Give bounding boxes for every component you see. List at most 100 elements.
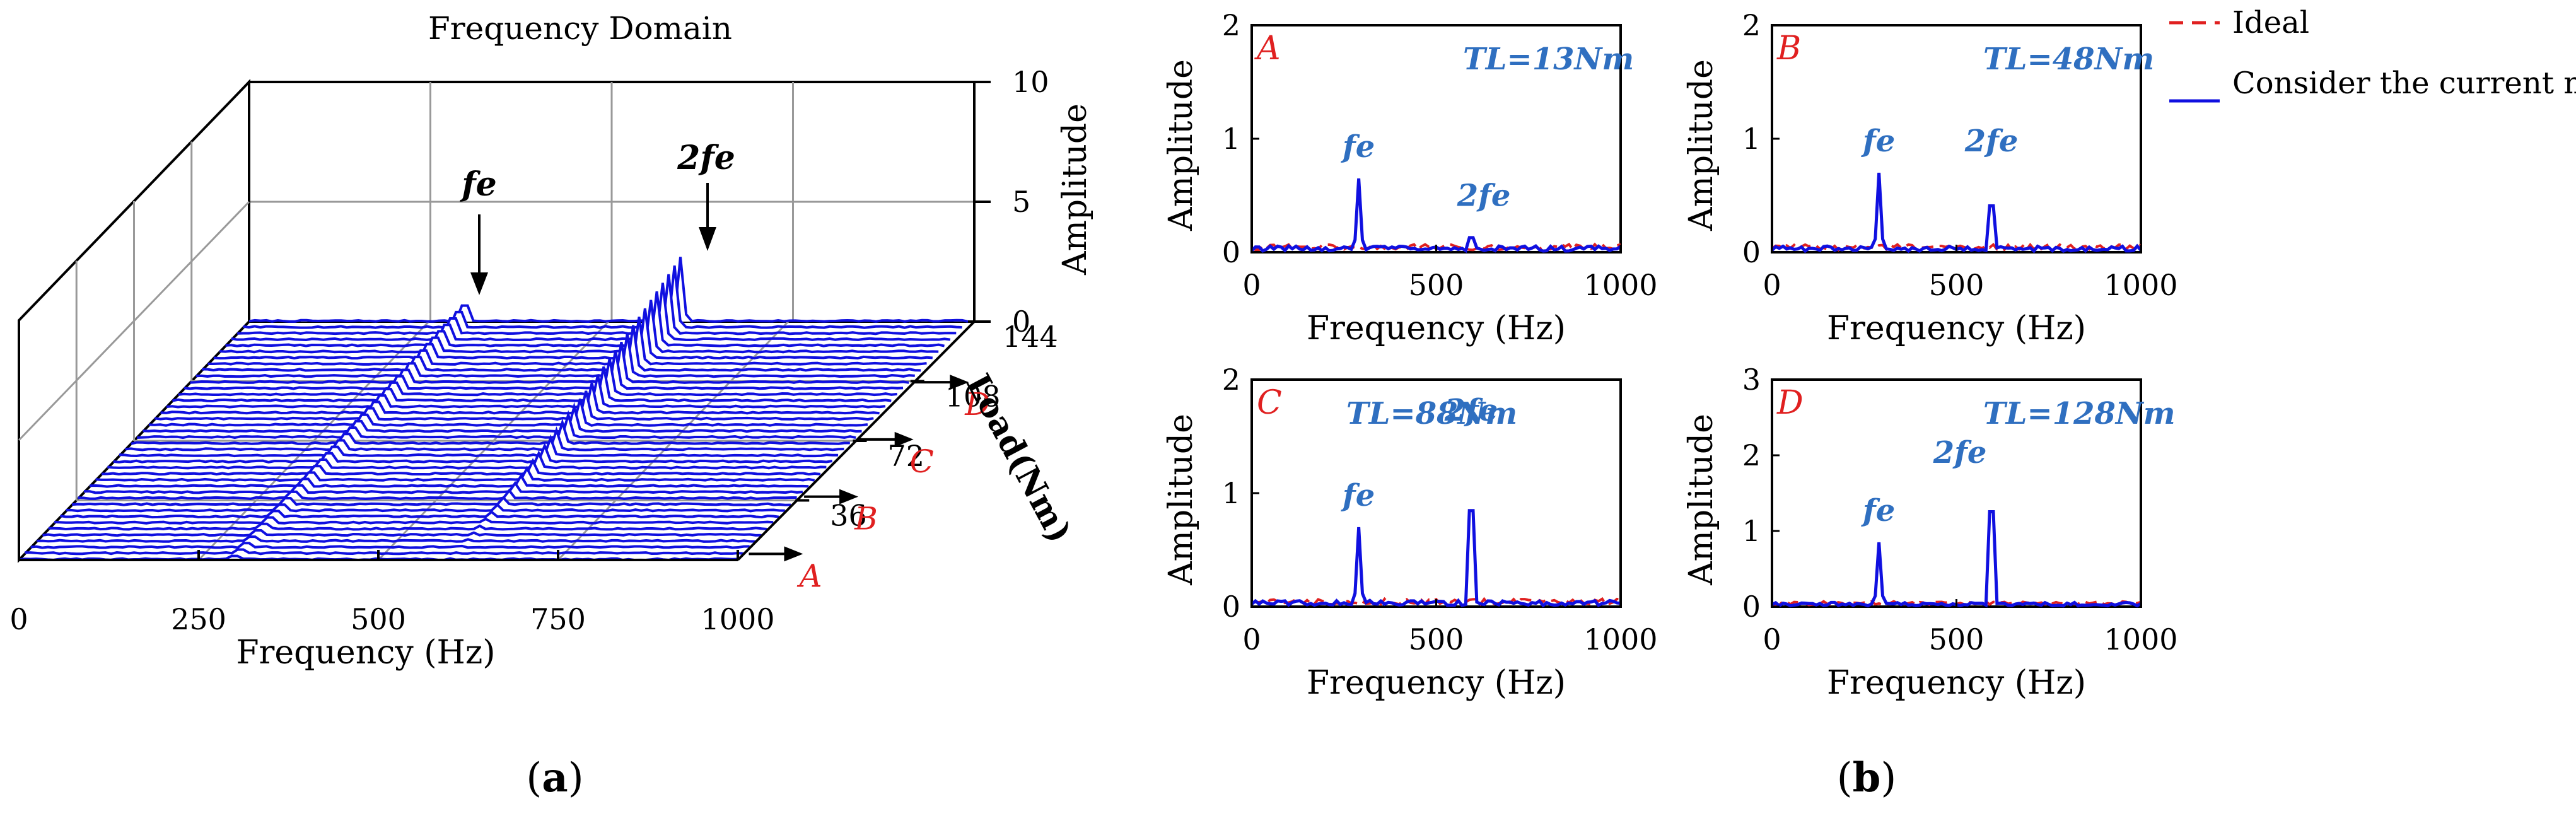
series-ideal-line (1771, 242, 2142, 252)
panel-y-label: Amplitude (1682, 414, 1720, 586)
x-tick-label: 1000 (2104, 268, 2177, 302)
load-marker-arrow-head (839, 489, 859, 504)
waterfall-trace (113, 442, 833, 463)
waterfall-x-tick-label: 750 (530, 602, 586, 636)
waterfall-trace (213, 308, 933, 360)
waterfall-title: Frequency Domain (428, 10, 732, 47)
2fe-label: 2fe (677, 139, 735, 177)
series-error-line (1250, 509, 1621, 608)
x-tick-label: 500 (1409, 622, 1464, 656)
waterfall-trace (48, 522, 767, 531)
fe-peak-label: fe (1341, 129, 1375, 165)
waterfall-trace (60, 510, 779, 519)
waterfall-trace (90, 473, 809, 488)
y-tick-label: 2 (1742, 8, 1761, 42)
waterfall-trace (195, 333, 915, 378)
fe-peak-label: fe (1341, 478, 1375, 513)
x-tick-label: 0 (1763, 622, 1781, 656)
waterfall-trace (202, 325, 921, 372)
waterfall-trace (178, 358, 897, 397)
y-tick-label: 0 (1742, 590, 1761, 624)
load-marker-D: D (964, 386, 990, 423)
y-tick-label: 3 (1742, 363, 1761, 397)
2fe-peak-label: 2fe (1933, 435, 1987, 470)
legend: Ideal Consider the current measurement e… (2169, 5, 2576, 103)
x-tick-label: 500 (1409, 268, 1464, 302)
waterfall-trace (207, 317, 927, 366)
x-tick-label: 1000 (1583, 268, 1657, 302)
x-tick-label: 0 (1763, 268, 1781, 302)
back-wall (248, 81, 976, 323)
waterfall-trace (184, 350, 904, 390)
x-tick-label: 0 (1242, 268, 1261, 302)
waterfall-trace (95, 465, 815, 482)
waterfall-trace (119, 434, 839, 458)
y-tick-label: 1 (1222, 476, 1240, 510)
panel-y-label: Amplitude (1682, 59, 1720, 231)
fe-label: fe (459, 165, 496, 204)
y-tick-label: 0 (1222, 590, 1240, 624)
2fe-peak-label: 2fe (1964, 124, 2019, 159)
load-marker-C: C (910, 443, 934, 480)
x-tick-label: 0 (1242, 622, 1261, 656)
y-tick-label: 1 (1742, 514, 1761, 548)
series-error-line (1771, 172, 2142, 254)
panel-load-label: TL=13Nm (1463, 42, 1634, 77)
load-marker-arrow-head (784, 546, 803, 562)
panel-x-label: Frequency (Hz) (1827, 310, 2086, 347)
2fe-annotation: 2fe (677, 139, 735, 251)
y-tick-label: 0 (1742, 235, 1761, 269)
waterfall-trace (66, 503, 785, 513)
waterfall-trace (166, 374, 886, 409)
waterfall-trace (237, 274, 957, 335)
y-tick-label: 2 (1742, 438, 1761, 472)
panel-load-label: TL=128Nm (1983, 396, 2176, 431)
waterfall-load-tick-label: 144 (1003, 320, 1058, 354)
waterfall-trace (42, 528, 762, 537)
waterfall-trace (148, 399, 868, 427)
left-wall (18, 79, 250, 563)
2fe-peak-label: 2fe (1444, 393, 1498, 428)
load-marker-B: B (854, 501, 878, 537)
waterfall-trace (131, 418, 850, 445)
waterfall-z-tick-label: 10 (1012, 65, 1049, 99)
waterfall-x-tick-label: 250 (171, 602, 226, 636)
panel-load-label: TL=88Nm (1346, 396, 1517, 431)
2fe-peak-label: 2fe (1457, 178, 1511, 213)
panel-y-label: Amplitude (1162, 414, 1200, 586)
waterfall-trace (25, 548, 744, 556)
waterfall-x-tick-label: 0 (9, 602, 28, 636)
panel-y-label: Amplitude (1162, 59, 1200, 231)
load-marker-A: A (796, 557, 822, 594)
panel-letter: B (1776, 30, 1801, 67)
waterfall-trace (83, 481, 803, 494)
fe-peak-label: fe (1861, 124, 1895, 159)
waterfall-z-tick-label: 0 (1012, 305, 1030, 339)
panel-load-label: TL=48Nm (1983, 42, 2154, 77)
panel-letter: A (1254, 30, 1281, 67)
waterfall-load-tick-label: 36 (830, 499, 867, 533)
y-tick-label: 0 (1222, 235, 1240, 269)
panel-A: 0 500 1000 0 1 2 Frequency (Hz) Amplitude A TL=13… (1162, 8, 1658, 347)
panel-C: 0 500 1000 0 1 2 Frequency (Hz) Amplitude C TL=88… (1162, 363, 1658, 702)
panel-x-label: Frequency (Hz) (1827, 664, 2086, 702)
waterfall-trace (225, 291, 945, 347)
y-tick-label: 1 (1742, 122, 1761, 156)
2fe-arrow-head (699, 227, 716, 251)
waterfall-trace (125, 426, 844, 452)
waterfall-x-tick-label: 500 (351, 602, 406, 636)
waterfall-trace (54, 516, 774, 525)
waterfall-trace (143, 402, 862, 433)
legend-error-label: Consider the current measurement error (2232, 66, 2576, 101)
waterfall-trace (231, 283, 951, 342)
load-marker-arrow-head (950, 375, 969, 390)
left-wall-gridline (18, 201, 250, 441)
load-marker-arrow-head (894, 431, 914, 447)
waterfall-trace (37, 535, 756, 543)
fe-peak-label: fe (1861, 493, 1895, 528)
panel-x-label: Frequency (Hz) (1307, 310, 1566, 347)
x-tick-label: 500 (1929, 268, 1984, 302)
